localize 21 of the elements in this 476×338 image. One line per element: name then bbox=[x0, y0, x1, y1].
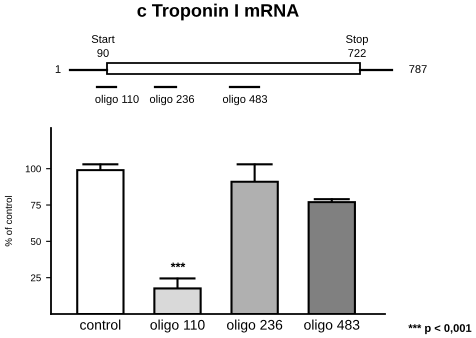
y-axis-title: % of control bbox=[4, 196, 12, 246]
text: Stop bbox=[346, 35, 368, 46]
text: 787 bbox=[409, 65, 427, 73]
text: 722 bbox=[348, 49, 366, 57]
text: oligo 236 bbox=[150, 94, 194, 106]
x-tick-label: oligo 483 bbox=[304, 320, 360, 333]
y-tick-label: 50 bbox=[30, 238, 41, 245]
text: *** p < 0,001 bbox=[408, 324, 472, 334]
x-tick-label: oligo 110 bbox=[150, 320, 205, 333]
text: Start bbox=[92, 35, 115, 43]
x-tick-label: control bbox=[80, 320, 120, 330]
x-tick-label: oligo 236 bbox=[227, 320, 282, 333]
y-tick-label: 75 bbox=[30, 202, 41, 209]
text: oligo 110 bbox=[95, 94, 139, 106]
text: oligo 483 bbox=[222, 94, 268, 106]
y-tick-label: 25 bbox=[30, 274, 41, 282]
chart-title: c Troponin I mRNA bbox=[137, 4, 299, 20]
annotation: *** bbox=[170, 262, 186, 268]
text: 90 bbox=[97, 49, 109, 57]
text: 1 bbox=[56, 65, 61, 73]
y-tick-label: 100 bbox=[26, 165, 41, 172]
